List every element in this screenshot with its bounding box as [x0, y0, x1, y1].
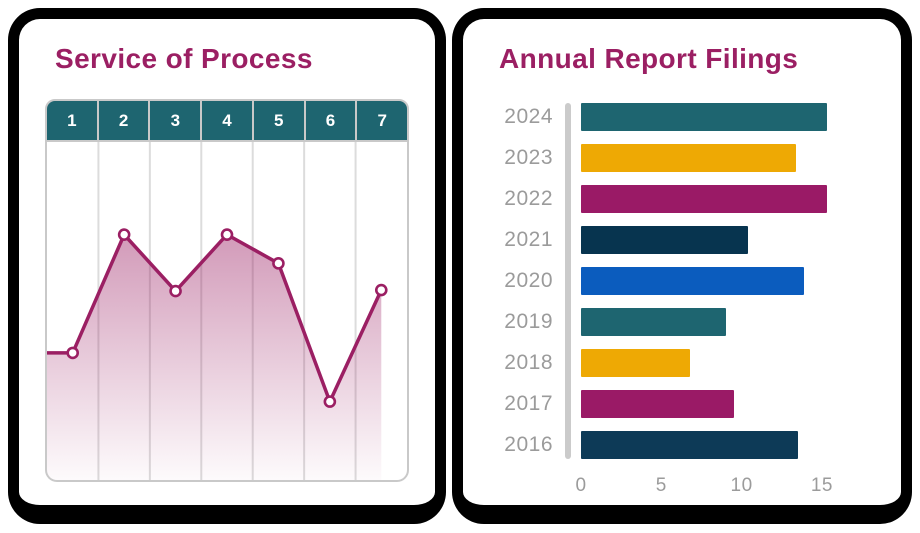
bar-row-2021: 2021 — [489, 225, 901, 254]
x-tick-15: 15 — [810, 474, 833, 496]
column-header-7: 7 — [357, 100, 407, 140]
bar-2021 — [581, 225, 749, 254]
line-marker-3 — [169, 284, 182, 298]
bar-2018 — [581, 348, 691, 377]
x-tick-0: 0 — [575, 474, 587, 496]
bar-row-2019: 2019 — [489, 307, 901, 336]
bar-2019 — [581, 307, 726, 336]
column-header-2: 2 — [98, 100, 149, 140]
x-tick-10: 10 — [730, 474, 753, 496]
year-label-2017: 2017 — [504, 391, 553, 415]
year-label-2020: 2020 — [504, 268, 553, 292]
line-marker-4 — [220, 228, 234, 241]
bar-row-2017: 2017 — [489, 389, 901, 418]
year-label-2024: 2024 — [504, 104, 553, 128]
year-label-2016: 2016 — [504, 432, 553, 456]
column-header-4: 4 — [202, 100, 252, 140]
arf-rows: 2024 2023 2022 2021 2020 2019 2018 2017 2016 — [489, 102, 901, 459]
bar-row-2018: 2018 — [489, 348, 901, 377]
trend-line — [47, 232, 384, 404]
bar-row-2024: 2024 — [489, 102, 901, 131]
line-marker-7 — [374, 283, 388, 297]
sop-plot-area — [45, 141, 409, 482]
year-label-2023: 2023 — [504, 145, 553, 169]
column-header-3: 3 — [150, 100, 201, 140]
year-label-2022: 2022 — [504, 186, 553, 210]
line-marker-6 — [323, 395, 337, 408]
bar-2020 — [581, 266, 805, 295]
annual-report-filings-title: Annual Report Filings — [499, 43, 799, 74]
bar-2023 — [581, 143, 797, 172]
annual-report-filings-card: Annual Report Filings 2024 2023 2022 2021 20… — [452, 8, 912, 524]
x-tick-5: 5 — [655, 474, 667, 496]
column-header-6: 6 — [305, 100, 356, 140]
line-marker-1 — [66, 346, 80, 360]
column-header-5: 5 — [253, 100, 304, 140]
column-header-1: 1 — [47, 100, 97, 140]
line-marker-5 — [272, 256, 285, 270]
arf-x-axis: 0 5 10 15 — [575, 469, 901, 496]
line-marker-2 — [117, 228, 131, 241]
bar-2017 — [581, 389, 734, 418]
year-label-2021: 2021 — [504, 227, 553, 251]
service-of-process-title: Service of Process — [55, 43, 313, 74]
bar-row-2020: 2020 — [489, 266, 901, 295]
arf-bar-chart: 2024 2023 2022 2021 2020 2019 2018 2017 2016 0 5 1… — [489, 102, 901, 496]
bar-2022 — [581, 184, 827, 213]
bar-row-2016: 2016 — [489, 430, 901, 459]
year-label-2019: 2019 — [504, 309, 553, 333]
bar-row-2022: 2022 — [489, 184, 901, 213]
area-fill — [47, 234, 382, 480]
bar-2024 — [581, 102, 827, 131]
bar-row-2023: 2023 — [489, 143, 901, 172]
bar-2016 — [581, 430, 798, 459]
sop-line-svg — [47, 141, 388, 480]
year-label-2018: 2018 — [504, 350, 553, 374]
